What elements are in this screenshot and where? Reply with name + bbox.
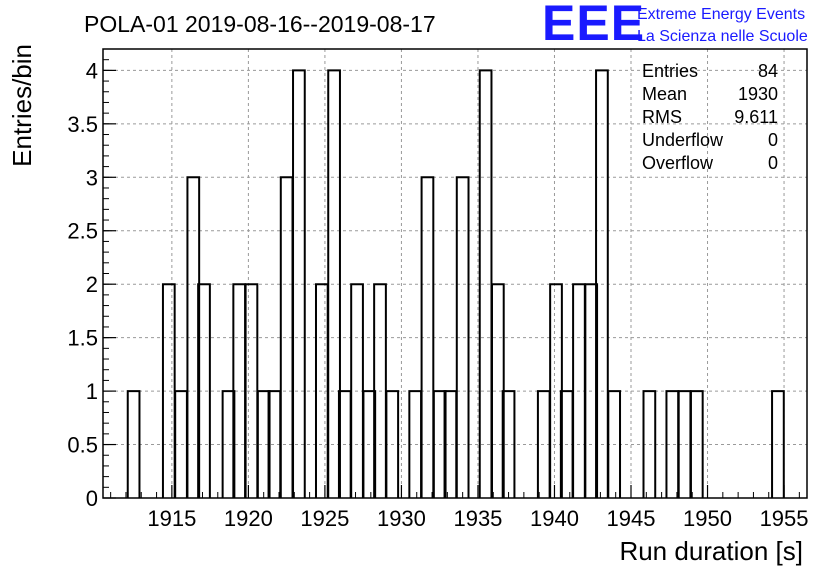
x-tick-label: 1955 bbox=[760, 506, 809, 531]
y-tick-label: 3 bbox=[86, 165, 98, 190]
stats-label: Mean bbox=[642, 84, 687, 104]
stats-value: 84 bbox=[758, 61, 778, 81]
ticks-layer bbox=[103, 48, 800, 499]
x-tick-label: 1930 bbox=[377, 506, 426, 531]
eee-logo: EEE Extreme Energy Events La Scienza nel… bbox=[542, 0, 808, 51]
x-tick-label: 1945 bbox=[607, 506, 656, 531]
y-tick-label: 1.5 bbox=[67, 326, 98, 351]
stats-value: 9.611 bbox=[734, 107, 778, 127]
histogram-bin bbox=[197, 283, 211, 498]
y-tick-labels: 0 0.5 1 1.5 2 2.5 3 3.5 4 bbox=[67, 58, 98, 511]
x-tick-label: 1925 bbox=[300, 506, 349, 531]
plot-frame bbox=[102, 48, 808, 499]
stats-value: 0 bbox=[768, 153, 778, 173]
histogram-bin bbox=[455, 176, 470, 498]
y-tick-label: 2.5 bbox=[67, 219, 98, 244]
x-tick-label: 1935 bbox=[453, 506, 502, 531]
histogram-bin bbox=[595, 69, 609, 498]
histogram-bin bbox=[689, 390, 704, 498]
histogram-bin bbox=[771, 390, 785, 498]
histogram-bin bbox=[256, 390, 271, 498]
stats-label: Entries bbox=[642, 61, 698, 81]
stats-label: RMS bbox=[642, 107, 682, 127]
x-tick-labels: 1915 1920 1925 1930 1935 1940 1945 1950 1955 bbox=[147, 506, 808, 531]
y-tick-label: 3.5 bbox=[67, 112, 98, 137]
histogram-bin bbox=[432, 390, 447, 498]
stats-label: Underflow bbox=[642, 130, 724, 150]
y-tick-label: 1 bbox=[86, 379, 98, 404]
grid-layer bbox=[103, 49, 807, 498]
y-tick-label: 2 bbox=[86, 272, 98, 297]
logo-line-1: Extreme Energy Events bbox=[637, 6, 805, 23]
y-tick-label: 4 bbox=[86, 58, 98, 83]
histogram-bin bbox=[385, 390, 400, 498]
x-tick-label: 1920 bbox=[224, 506, 273, 531]
stats-box: Entries 84 Mean 1930 RMS 9.611 Underflow 0 Overf… bbox=[642, 61, 778, 173]
histogram-layer bbox=[126, 69, 785, 498]
histogram-bin bbox=[362, 390, 377, 498]
y-axis-title: Entries/bin bbox=[7, 44, 37, 167]
logo-line-2: La Scienza nelle Scuole bbox=[637, 28, 808, 45]
histogram-bin bbox=[186, 176, 201, 498]
histogram-bin bbox=[221, 390, 236, 498]
y-tick-label: 0.5 bbox=[67, 433, 98, 458]
stats-value: 0 bbox=[768, 130, 778, 150]
histogram-bin bbox=[126, 390, 141, 498]
eee-logo-mark: EEE bbox=[542, 0, 645, 51]
histogram-bin bbox=[292, 69, 306, 498]
histogram-bin bbox=[501, 390, 516, 498]
stats-label: Overflow bbox=[642, 153, 714, 173]
stats-value: 1930 bbox=[738, 84, 778, 104]
x-tick-label: 1950 bbox=[683, 506, 732, 531]
histogram-bin bbox=[642, 390, 657, 498]
x-tick-label: 1915 bbox=[147, 506, 196, 531]
histogram-bin bbox=[420, 176, 435, 498]
y-tick-label: 0 bbox=[86, 486, 98, 511]
x-tick-label: 1940 bbox=[530, 506, 579, 531]
chart-title: POLA-01 2019-08-16--2019-08-17 bbox=[84, 11, 436, 37]
x-axis-title: Run duration [s] bbox=[619, 536, 803, 566]
histogram-bin bbox=[327, 69, 341, 498]
histogram-bin bbox=[584, 283, 599, 498]
histogram-bin bbox=[607, 390, 622, 498]
